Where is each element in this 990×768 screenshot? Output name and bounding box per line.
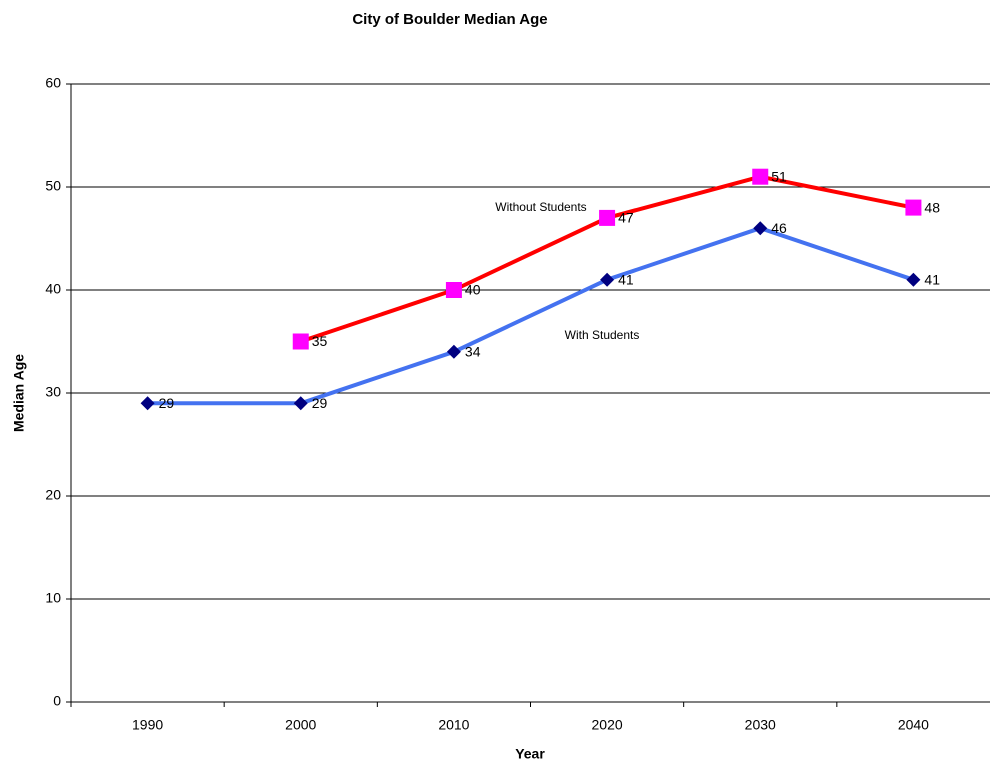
y-tick-label: 30 bbox=[45, 384, 61, 400]
data-label: 51 bbox=[771, 168, 787, 184]
x-tick-label: 2020 bbox=[592, 717, 623, 733]
marker bbox=[753, 221, 768, 236]
marker bbox=[600, 272, 615, 287]
marker bbox=[293, 396, 308, 411]
y-axis-title: Median Age bbox=[11, 354, 27, 432]
y-tick-label: 50 bbox=[45, 178, 61, 194]
x-tick-label: 2010 bbox=[438, 717, 469, 733]
data-label: 41 bbox=[924, 271, 940, 287]
data-label: 29 bbox=[159, 395, 175, 411]
series-line bbox=[147, 226, 915, 406]
data-label: 41 bbox=[618, 271, 634, 287]
marker bbox=[752, 168, 769, 185]
chart-title: City of Boulder Median Age bbox=[352, 11, 547, 28]
data-label: 35 bbox=[312, 333, 328, 349]
data-label: 46 bbox=[771, 220, 787, 236]
y-tick-label: 40 bbox=[45, 281, 61, 297]
marker bbox=[140, 396, 155, 411]
marker bbox=[292, 333, 309, 350]
data-label: 40 bbox=[465, 282, 481, 298]
data-label: 34 bbox=[465, 344, 481, 360]
annotation: With Students bbox=[565, 328, 640, 342]
marker bbox=[906, 272, 921, 287]
x-tick-label: 2030 bbox=[745, 717, 776, 733]
annotation: Without Students bbox=[495, 200, 586, 214]
marker bbox=[905, 199, 922, 216]
x-tick-label: 2040 bbox=[898, 717, 929, 733]
x-tick-label: 2000 bbox=[285, 717, 316, 733]
marker bbox=[445, 282, 462, 298]
data-label: 47 bbox=[618, 210, 634, 226]
x-tick-label: 1990 bbox=[132, 717, 163, 733]
data-label: 48 bbox=[924, 199, 940, 215]
y-tick-label: 10 bbox=[45, 590, 61, 606]
y-tick-label: 0 bbox=[53, 693, 61, 709]
data-label: 29 bbox=[312, 395, 328, 411]
marker bbox=[599, 209, 616, 226]
y-tick-label: 60 bbox=[45, 75, 61, 91]
y-tick-label: 20 bbox=[45, 487, 61, 503]
marker bbox=[446, 344, 461, 359]
x-axis-title: Year bbox=[515, 746, 545, 762]
